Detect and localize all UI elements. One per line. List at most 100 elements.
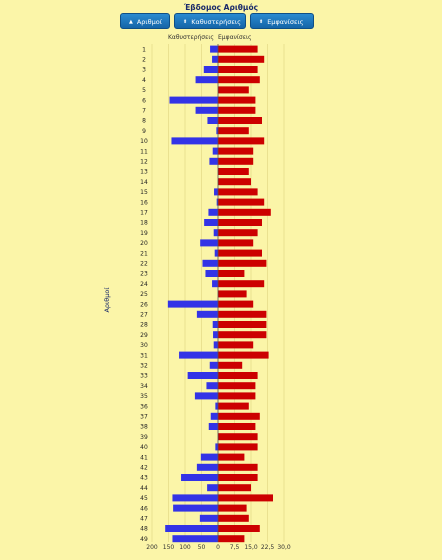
- bar-appearances: [218, 321, 267, 328]
- bar-appearances: [218, 443, 258, 451]
- bar-delays: [213, 341, 218, 349]
- category-label: 1: [142, 46, 146, 53]
- bar-delays: [205, 270, 218, 277]
- category-label: 26: [140, 301, 148, 308]
- bar-appearances: [218, 412, 260, 420]
- sort-by-appearances-button[interactable]: ⬍ Εμφανίσεις: [250, 13, 314, 29]
- sort-by-delays-label: Καθυστερήσεις: [191, 18, 241, 26]
- bar-delays: [172, 494, 218, 502]
- category-label: 4: [142, 77, 146, 84]
- bar-appearances: [218, 504, 247, 512]
- category-label: 28: [140, 322, 148, 329]
- x-tick-label-delays: 150: [163, 544, 175, 551]
- category-label: 27: [140, 312, 148, 319]
- bar-delays: [210, 412, 218, 420]
- bar-delays: [214, 188, 218, 196]
- bar-appearances: [218, 117, 262, 124]
- bar-appearances: [218, 402, 249, 410]
- category-label: 30: [140, 342, 148, 349]
- category-label: 19: [140, 230, 148, 237]
- category-label: 12: [140, 159, 148, 166]
- bar-appearances: [218, 361, 243, 369]
- bar-appearances: [218, 157, 254, 165]
- bar-delays: [212, 147, 218, 155]
- bar-appearances: [218, 249, 262, 257]
- bar-delays: [215, 402, 218, 410]
- category-label: 3: [142, 67, 146, 74]
- category-label: 46: [140, 505, 148, 512]
- bar-appearances: [218, 76, 260, 84]
- bar-delays: [212, 55, 218, 63]
- bar-delays: [207, 117, 218, 124]
- bar-delays: [200, 453, 218, 461]
- bar-delays: [181, 474, 218, 481]
- x-tick-label-delays: 200: [146, 544, 158, 551]
- bar-delays: [212, 321, 218, 328]
- bar-delays: [202, 259, 218, 267]
- bar-delays: [194, 392, 218, 400]
- bar-appearances: [218, 290, 247, 298]
- bar-appearances: [218, 86, 249, 94]
- bar-appearances: [218, 372, 258, 379]
- bar-appearances: [218, 270, 245, 277]
- bar-delays: [195, 106, 218, 114]
- category-label: 29: [140, 332, 148, 339]
- sort-icon: ⬍: [183, 19, 188, 25]
- delays-axis-label: Καθυστερήσεις: [168, 34, 214, 41]
- bar-delays: [165, 525, 218, 532]
- bar-delays: [195, 76, 218, 84]
- bar-delays: [169, 96, 218, 104]
- bar-delays: [208, 423, 218, 430]
- sort-by-delays-button[interactable]: ⬍ Καθυστερήσεις: [174, 13, 246, 29]
- bar-appearances: [218, 66, 258, 73]
- bar-appearances: [218, 484, 251, 492]
- category-label: 48: [140, 526, 148, 533]
- category-label: 21: [140, 250, 148, 257]
- bar-delays: [208, 208, 218, 216]
- bar-appearances: [218, 310, 267, 318]
- bar-appearances: [218, 525, 260, 532]
- bar-appearances: [218, 474, 258, 481]
- bar-delays: [196, 463, 218, 471]
- category-label: 22: [140, 261, 148, 268]
- category-label: 14: [140, 179, 148, 186]
- category-label: 17: [140, 210, 148, 217]
- bar-appearances: [218, 239, 254, 247]
- category-label: 6: [142, 97, 146, 104]
- bar-delays: [210, 45, 218, 53]
- bar-appearances: [218, 341, 254, 349]
- category-label: 31: [140, 352, 148, 359]
- bar-delays: [179, 351, 218, 359]
- category-label: 41: [140, 454, 148, 461]
- bar-delays: [212, 280, 218, 288]
- category-label: 47: [140, 516, 148, 523]
- bar-appearances: [218, 188, 258, 196]
- bar-delays: [203, 66, 218, 73]
- bar-delays: [196, 310, 218, 318]
- bar-appearances: [218, 219, 262, 226]
- bar-delays: [216, 198, 218, 206]
- category-label: 45: [140, 495, 148, 502]
- category-label: 18: [140, 220, 148, 227]
- bar-appearances: [218, 280, 265, 288]
- bar-appearances: [218, 392, 256, 400]
- category-label: 34: [140, 383, 148, 390]
- bar-appearances: [218, 351, 269, 359]
- sort-icon: ⬍: [259, 19, 264, 25]
- category-label: 16: [140, 199, 148, 206]
- bar-delays: [215, 443, 218, 451]
- bar-appearances: [218, 45, 258, 53]
- bar-delays: [213, 229, 218, 237]
- bar-delays: [171, 137, 218, 145]
- category-label: 23: [140, 271, 148, 278]
- x-tick-label-delays: 0: [216, 544, 220, 551]
- bar-appearances: [218, 208, 271, 216]
- x-tick-label-delays: 50: [198, 544, 206, 551]
- sort-by-number-button[interactable]: ▲ Αριθμοί: [120, 13, 170, 29]
- bar-appearances: [218, 463, 258, 471]
- sort-by-number-label: Αριθμοί: [136, 18, 162, 26]
- category-label: 40: [140, 444, 148, 451]
- bar-delays: [173, 504, 218, 512]
- category-label: 2: [142, 57, 146, 64]
